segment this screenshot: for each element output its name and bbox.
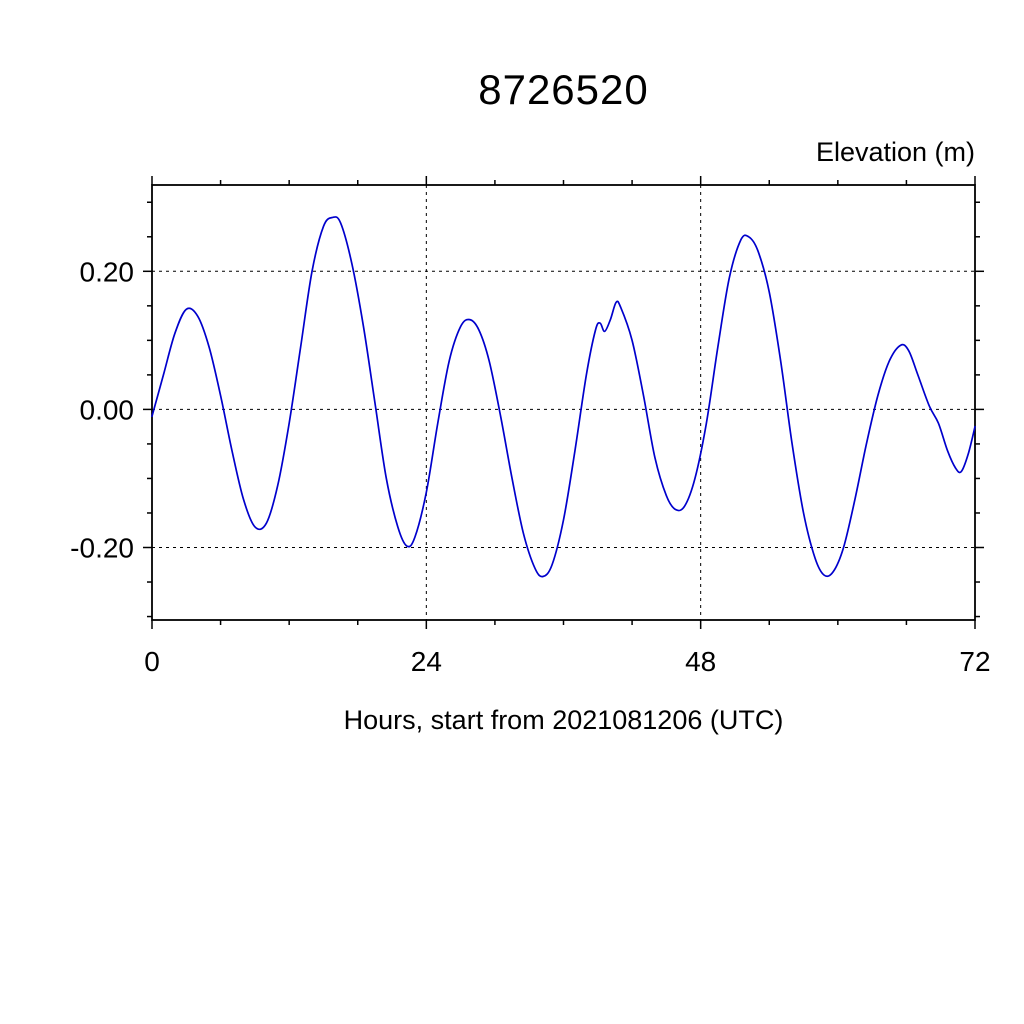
y-tick-label: 0.20 [80, 256, 135, 287]
elevation-data-line [151, 216, 976, 578]
x-tick-label: 72 [959, 646, 990, 677]
y-tick-label: 0.00 [80, 394, 135, 425]
chart-title: 8726520 [478, 66, 649, 113]
x-tick-label: 24 [411, 646, 442, 677]
x-tick-label: 0 [144, 646, 160, 677]
plot-frame [151, 184, 976, 621]
elevation-axis-label: Elevation (m) [815, 137, 975, 167]
y-tick-label: -0.20 [70, 533, 134, 564]
x-axis-label: Hours, start from 2021081206 (UTC) [343, 705, 784, 735]
x-tick-label: 48 [685, 646, 716, 677]
